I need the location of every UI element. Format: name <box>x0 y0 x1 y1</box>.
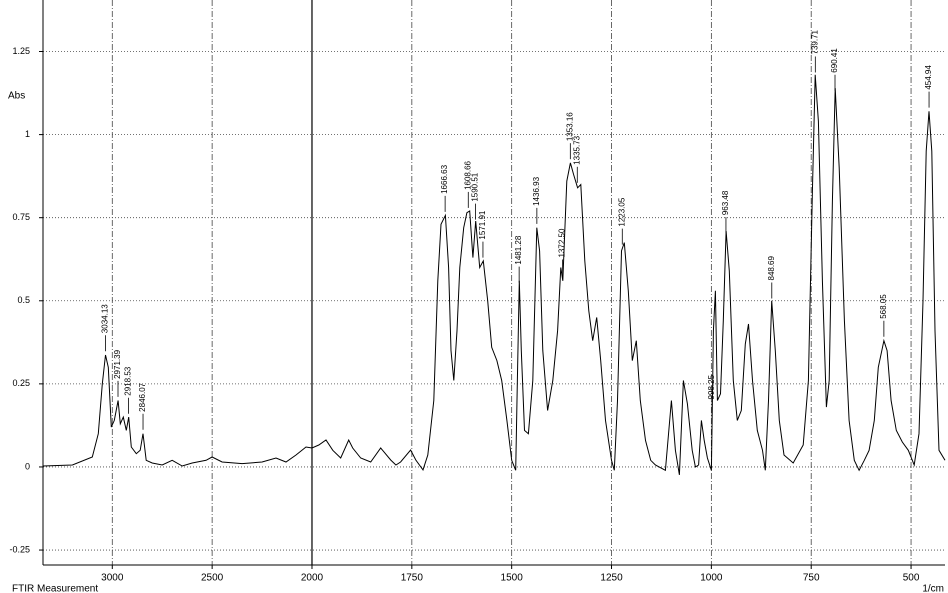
peak-label: 1436.93 <box>532 176 541 205</box>
peak-label: 998.25 <box>707 374 716 399</box>
x-tick-label: 750 <box>803 573 820 584</box>
peak-label: 1372.50 <box>558 228 567 257</box>
peak-label: 739.71 <box>810 29 819 54</box>
spectrum-line <box>42 74 946 475</box>
y-tick-label: 0.5 <box>17 295 30 305</box>
peak-label: 848.69 <box>767 255 776 280</box>
x-tick-label: 500 <box>903 573 920 584</box>
y-tick-label: 0.25 <box>12 378 30 388</box>
peak-label: 1335.73 <box>572 135 581 164</box>
x-tick-label: 2000 <box>301 573 324 584</box>
x-tick-label: 1000 <box>700 573 723 584</box>
y-tick-label: 1 <box>25 129 30 139</box>
y-tick-label: -0.25 <box>9 544 30 554</box>
peak-label: 963.48 <box>721 190 730 215</box>
y-tick-label: 0 <box>25 461 30 471</box>
footer: FTIR Measurement <box>12 584 98 593</box>
x-axis-label: 1/cm <box>922 584 944 593</box>
peak-label: 1353.16 <box>565 112 574 141</box>
peak-label: 2918.53 <box>124 366 133 395</box>
x-tick-label: 1250 <box>600 573 623 584</box>
peak-label: 1223.05 <box>617 197 626 226</box>
peak-label: 3034.13 <box>101 304 110 333</box>
peak-label: 454.94 <box>924 65 933 90</box>
peak-label: 690.41 <box>830 48 839 73</box>
peak-label: 1666.63 <box>440 164 449 193</box>
peak-label: 568.05 <box>879 294 888 319</box>
x-tick-label: 1500 <box>501 573 524 584</box>
peak-label: 1481.28 <box>514 235 523 264</box>
y-tick-label: 1.25 <box>12 46 30 56</box>
y-axis-label: Abs <box>8 91 25 102</box>
x-tick-label: 1750 <box>401 573 424 584</box>
peak-label: 2971.39 <box>113 349 122 378</box>
x-tick-label: 2500 <box>201 573 224 584</box>
peak-label: 1590.51 <box>471 172 480 201</box>
peak-label: 1571.91 <box>478 210 487 239</box>
peak-label: 2846.07 <box>138 382 147 411</box>
peak-label: 1608.66 <box>463 160 472 189</box>
y-tick-label: 0.75 <box>12 212 30 222</box>
x-tick-label: 3000 <box>101 573 124 584</box>
